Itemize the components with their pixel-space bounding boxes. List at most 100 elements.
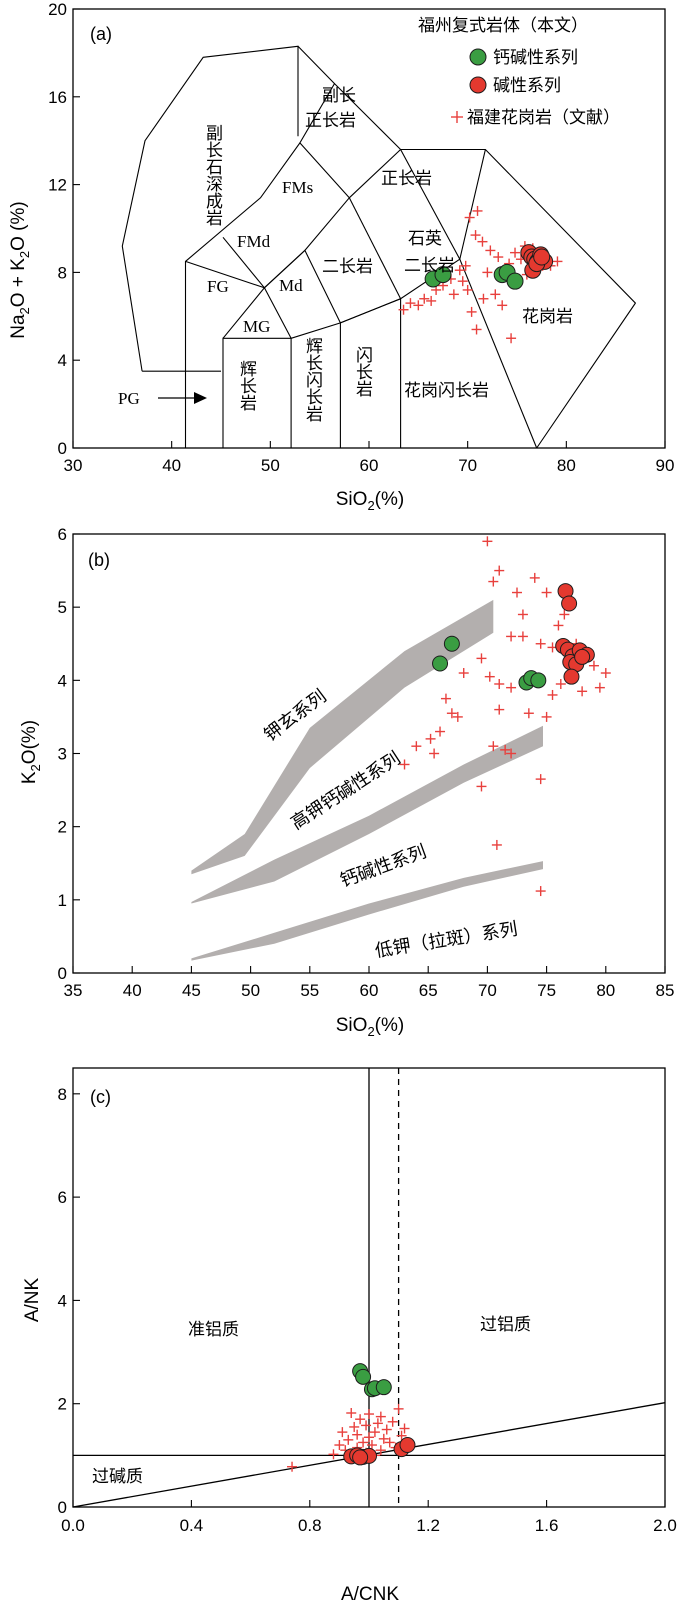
x-tick-label: 30: [64, 456, 83, 475]
calcalkaline-point: [506, 272, 524, 290]
literature-point: [364, 1432, 374, 1443]
literature-point: [425, 733, 436, 744]
literature-point: [405, 298, 416, 309]
literature-point: [349, 1421, 360, 1432]
literature-point: [547, 689, 558, 700]
literature-point: [372, 1418, 383, 1429]
literature-point: [494, 704, 505, 715]
field-label-granodiorite: 花岗闪长岩: [404, 381, 489, 401]
x-tick-label: 1.2: [416, 1516, 440, 1535]
y-tick-label: 8: [58, 263, 67, 282]
literature-point: [426, 295, 437, 306]
literature-point: [506, 631, 517, 642]
field-label-foid-syenite-2: 正长岩: [305, 111, 356, 131]
x-tick-label: 55: [300, 981, 319, 1000]
literature-point: [541, 711, 552, 722]
field-label-monzonite: 二长岩: [322, 257, 373, 277]
literature-point: [535, 774, 546, 785]
y-tick-label: 12: [48, 176, 67, 195]
literature-point: [328, 1449, 339, 1460]
literature-point: [419, 293, 430, 304]
alkaline-point: [563, 668, 580, 685]
literature-point: [458, 668, 469, 679]
calcalkaline-point: [434, 266, 452, 284]
literature-point: [552, 256, 563, 267]
literature-point: [488, 741, 499, 752]
x-tick-label: 85: [656, 981, 675, 1000]
literature-point: [506, 333, 517, 344]
literature-point: [364, 1409, 374, 1420]
alkaline-point: [561, 595, 578, 612]
literature-point: [393, 1403, 404, 1414]
field-label-mg: MG: [243, 317, 270, 336]
field-boundary: [459, 258, 538, 449]
field-label-fg: FG: [207, 277, 229, 296]
field-label-gabbro: 辉长岩: [236, 360, 257, 411]
alkaline-point: [533, 248, 551, 266]
panel-c-ticks: 0.0 0.4 0.8 1.2 1.6 2.0 0 2 4 6 8: [58, 1085, 677, 1535]
literature-point: [337, 1427, 348, 1438]
x-tick-label: 2.0: [653, 1516, 677, 1535]
panel-b-ylabel: K2O(%): [19, 720, 43, 784]
y-tick-label: 4: [58, 351, 67, 370]
y-tick-label: 2: [58, 1395, 67, 1414]
x-tick-label: 80: [557, 456, 576, 475]
x-tick-label: 0.8: [298, 1516, 322, 1535]
literature-point: [429, 748, 440, 759]
literature-point: [594, 682, 605, 693]
series-label-lowk: 低钾（拉斑）系列: [373, 919, 519, 962]
x-tick-label: 0.0: [61, 1516, 85, 1535]
literature-point: [399, 1423, 410, 1434]
literature-point: [488, 576, 499, 587]
alkaline-point: [399, 1437, 416, 1454]
y-tick-label: 20: [48, 0, 67, 19]
literature-point: [555, 678, 566, 689]
literature-point: [466, 306, 477, 317]
literature-point: [355, 1414, 366, 1425]
x-tick-label: 0.4: [180, 1516, 204, 1535]
literature-point: [446, 708, 457, 719]
literature-point: [600, 668, 611, 679]
y-tick-label: 4: [58, 1291, 67, 1310]
y-tick-label: 6: [58, 1188, 67, 1207]
literature-point: [398, 304, 409, 315]
literature-point: [559, 609, 570, 620]
legend-marker-alkaline: [469, 76, 487, 94]
literature-point: [352, 1429, 363, 1440]
pg-arrow: [158, 392, 207, 404]
field-boundary: [121, 45, 299, 372]
literature-point: [399, 759, 410, 770]
panel-b-label: (b): [88, 550, 110, 570]
literature-point: [535, 886, 546, 897]
panel-a-label: (a): [90, 24, 112, 44]
literature-point: [375, 1411, 386, 1422]
legend-entry-calcalkaline: 钙碱性系列: [493, 48, 578, 68]
y-tick-label: 4: [58, 671, 67, 690]
x-tick-label: 60: [360, 981, 379, 1000]
literature-point: [493, 252, 504, 263]
literature-point: [506, 682, 517, 693]
y-tick-label: 0: [58, 439, 67, 458]
literature-point: [494, 565, 505, 576]
series-band: [191, 725, 543, 904]
panel-b-data-points: [399, 536, 611, 897]
y-tick-label: 2: [58, 818, 67, 837]
field-boundary: [348, 197, 402, 299]
panel-c-label: (c): [90, 1087, 111, 1107]
literature-point: [476, 781, 487, 792]
literature-point: [477, 236, 488, 247]
literature-point: [460, 260, 471, 271]
panel-a-xlabel: SiO2(%): [336, 489, 404, 513]
x-tick-label: 65: [419, 981, 438, 1000]
literature-point: [470, 230, 481, 241]
field-boundary: [299, 82, 637, 449]
literature-point: [553, 620, 564, 631]
field-boundary: [400, 149, 461, 260]
literature-point: [494, 678, 505, 689]
series-band: [191, 861, 543, 961]
field-label-foid-syenite-1: 副长: [322, 86, 356, 106]
x-tick-label: 80: [596, 981, 615, 1000]
literature-point: [396, 1430, 407, 1441]
literature-point: [476, 653, 487, 664]
y-tick-label: 5: [58, 598, 67, 617]
